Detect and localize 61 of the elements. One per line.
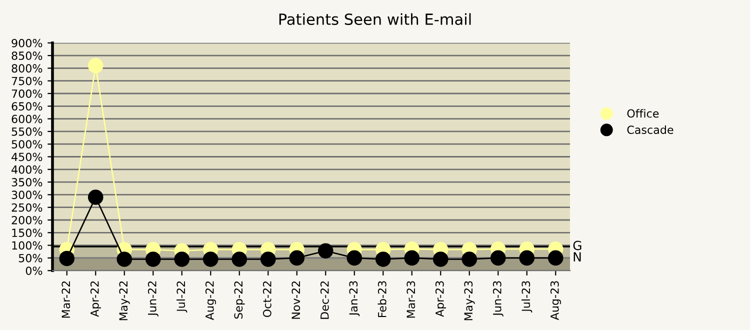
point bbox=[88, 58, 104, 74]
point bbox=[59, 250, 75, 266]
y-tick-label: 450% bbox=[12, 152, 42, 162]
legend-label: Office bbox=[627, 109, 659, 118]
y-tick-label: 700% bbox=[12, 89, 42, 98]
point bbox=[88, 190, 104, 205]
point bbox=[432, 252, 448, 267]
x-tick-label: Jul-23 bbox=[522, 281, 532, 312]
y-tick-label: 200% bbox=[12, 216, 42, 224]
y-tick-label: 400% bbox=[12, 165, 42, 174]
point bbox=[548, 250, 564, 266]
point bbox=[462, 252, 478, 267]
point bbox=[318, 243, 334, 259]
x-tick-label: Jun-22 bbox=[148, 281, 158, 316]
x-tick-label: Apr-22 bbox=[90, 281, 101, 317]
x-tick-label: Aug-22 bbox=[205, 281, 216, 320]
y-tick-label: 550% bbox=[12, 127, 42, 136]
x-tick-label: Jan-23 bbox=[349, 281, 360, 316]
x-tick-label: Apr-23 bbox=[435, 281, 446, 317]
chart-title: Patients Seen with E-mail bbox=[279, 13, 471, 26]
x-tick-label: Nov-22 bbox=[292, 281, 300, 319]
point bbox=[202, 252, 218, 267]
ref-line-label: N bbox=[574, 252, 581, 262]
y-tick-label: 300% bbox=[12, 190, 42, 200]
point bbox=[232, 252, 248, 267]
y-tick-label: 50% bbox=[18, 254, 42, 262]
y-tick-label: 250% bbox=[12, 203, 42, 212]
y-tick-label: 800% bbox=[12, 64, 42, 73]
x-tick-label: May-22 bbox=[119, 281, 130, 320]
y-tick-label: 650% bbox=[12, 102, 42, 111]
ref-line-label: G bbox=[573, 240, 582, 250]
point bbox=[519, 250, 535, 266]
x-tick-label: Feb-23 bbox=[378, 281, 386, 318]
point bbox=[260, 252, 276, 267]
point bbox=[174, 252, 190, 267]
point bbox=[289, 250, 305, 266]
legend-label: Cascade bbox=[627, 125, 674, 134]
point bbox=[116, 252, 132, 267]
x-tick-label: Dec-22 bbox=[320, 281, 329, 319]
point bbox=[490, 250, 506, 266]
x-tick-label: Jul-22 bbox=[176, 281, 188, 312]
point bbox=[145, 252, 161, 267]
point bbox=[404, 250, 420, 266]
x-tick-label: Jun-23 bbox=[492, 281, 504, 316]
y-tick-label: 750% bbox=[12, 76, 42, 86]
y-tick-label: 100% bbox=[12, 241, 42, 250]
x-tick-label: Aug-23 bbox=[550, 281, 561, 320]
y-tick-label: 350% bbox=[12, 178, 42, 186]
point bbox=[346, 250, 362, 266]
y-tick-label: 600% bbox=[12, 114, 42, 124]
y-tick-label: 0% bbox=[26, 266, 42, 275]
y-tick-label: 850% bbox=[12, 52, 42, 60]
y-tick-label: 150% bbox=[12, 228, 42, 238]
x-tick-label: May-23 bbox=[464, 281, 475, 320]
x-tick-label: Oct-22 bbox=[262, 281, 272, 318]
x-tick-label: Mar-22 bbox=[62, 281, 70, 318]
y-tick-label: 900% bbox=[12, 38, 42, 48]
x-tick-label: Sep-22 bbox=[234, 281, 245, 319]
y-tick-label: 500% bbox=[12, 140, 42, 148]
point bbox=[375, 252, 391, 267]
x-tick-label: Mar-23 bbox=[406, 281, 416, 318]
